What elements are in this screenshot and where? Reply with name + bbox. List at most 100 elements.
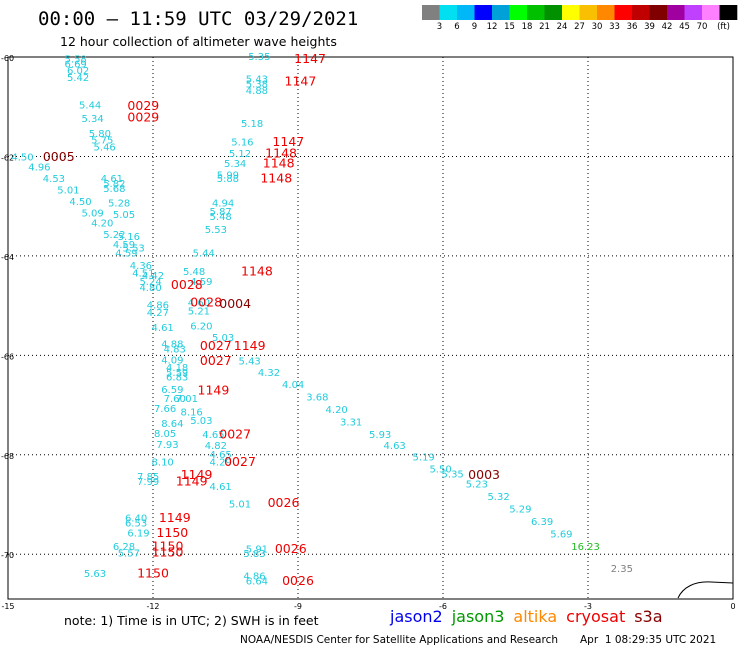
pass-time-label: 0028: [171, 277, 203, 292]
swh-label: 5.48: [210, 212, 232, 223]
pass-time-label: 0028: [190, 295, 222, 310]
color-scale-bar: [422, 5, 738, 20]
swh-label: 5.21: [188, 307, 210, 318]
swh-label: 4.59: [190, 277, 212, 288]
swh-label: 4.65: [210, 450, 232, 461]
swh-label: 5.28: [108, 199, 130, 210]
swh-label: 5.23: [466, 480, 488, 491]
swh-label: 5.01: [57, 185, 79, 196]
pass-time-label: 0027: [200, 353, 232, 368]
pass-time-label: 0027: [200, 338, 232, 353]
swh-label: 4.59: [115, 248, 137, 259]
swh-label: 5.16: [118, 232, 140, 243]
swh-label: 5.29: [509, 504, 531, 515]
swh-label: 5.35: [248, 52, 270, 63]
satellite-legend: jason2 jason3 altika cryosat s3a: [390, 607, 672, 626]
swh-label: 6.83: [166, 373, 188, 384]
swh-label: 5.63: [84, 569, 106, 580]
swh-label: 5.01: [229, 500, 251, 511]
satellite-legend-item: jason2: [390, 607, 443, 626]
lon-tick-label: -6: [439, 602, 447, 610]
swh-label: 4.94: [212, 199, 234, 210]
color-scale-swatch: [667, 5, 685, 20]
swh-label: 8.64: [161, 419, 183, 430]
swh-label: 5.12: [229, 149, 251, 160]
swh-label: 5.88: [217, 174, 239, 185]
swh-label: 5.58: [65, 54, 87, 65]
color-scale-swatch: [702, 5, 720, 20]
pass-time-label: 1148: [241, 263, 273, 278]
lat-tick-label: -68: [1, 452, 14, 461]
map-title: 00:00 – 11:59 UTC 03/29/2021: [38, 8, 359, 30]
swh-label: 7.99: [137, 477, 159, 488]
swh-label: 5.57: [118, 548, 140, 559]
swh-label: 4.36: [130, 261, 152, 272]
satellite-legend-item: cryosat: [566, 607, 626, 626]
color-scale-swatch: [614, 5, 633, 20]
swh-label: 4.50: [11, 152, 33, 163]
pass-time-label: 1148: [263, 155, 295, 170]
lon-tick-label: -3: [584, 602, 592, 610]
swh-label: 7.93: [156, 440, 178, 451]
swh-label: 5.34: [81, 114, 103, 125]
pass-time-label: 0029: [127, 98, 159, 113]
color-scale-swatch: [579, 5, 598, 20]
swh-label: 5.53: [123, 243, 145, 254]
swh-label: 5.59: [166, 368, 188, 379]
swh-label: 4.20: [91, 219, 113, 230]
pass-time-label: 1150: [152, 538, 184, 553]
color-scale-label: 6: [454, 22, 460, 32]
swh-label: 5.24: [139, 277, 161, 288]
swh-label: 16.23: [571, 542, 600, 553]
swh-label: 5.87: [210, 207, 232, 218]
pass-time-label: 0005: [43, 149, 75, 164]
swh-label: 5.19: [413, 452, 435, 463]
pass-time-label: 0027: [224, 454, 256, 469]
swh-label: 4.32: [258, 368, 280, 379]
lon-tick-label: -9: [294, 602, 302, 610]
swh-label: 4.82: [205, 441, 227, 452]
swh-label: 5.34: [224, 159, 246, 170]
color-scale-label: 24: [556, 22, 568, 32]
units-note: note: 1) Time is in UTC; 2) SWH is in fe…: [64, 613, 319, 628]
swh-label: 5.09: [81, 209, 103, 220]
swh-label: 5.50: [429, 465, 451, 476]
swh-label: 6.40: [125, 513, 147, 524]
swh-label: 7.66: [154, 404, 176, 415]
swh-label: 6.39: [531, 517, 553, 528]
pass-time-label: 1149: [234, 338, 266, 353]
swh-label: 4.83: [164, 344, 186, 355]
color-scale-swatch: [457, 5, 475, 20]
satellite-legend-item: altika: [513, 607, 558, 626]
swh-label: 5.46: [94, 142, 116, 153]
swh-label: 3.68: [306, 393, 328, 404]
credit-line: NOAA/NESDIS Center for Satellite Applica…: [240, 634, 558, 646]
color-scale-swatch: [544, 5, 563, 20]
pass-time-label: 1149: [181, 467, 213, 482]
map-subtitle: 12 hour collection of altimeter wave hei…: [60, 34, 337, 49]
swh-label: 4.63: [384, 441, 406, 452]
swh-label: 4.61: [101, 174, 123, 185]
swh-label: 5.99: [217, 170, 239, 181]
pass-time-label: 1147: [285, 73, 317, 88]
swh-label: 6.19: [127, 528, 149, 539]
swh-label: 7.60: [164, 394, 186, 405]
swh-label: 5.80: [89, 129, 111, 140]
swh-label: 5.44: [79, 101, 101, 112]
swh-label: 5.83: [243, 549, 265, 560]
swh-label: 8.10: [152, 457, 174, 468]
pass-time-label: 0027: [219, 426, 251, 441]
swh-label: 6.53: [125, 518, 147, 529]
color-scale-labels: 3 6 9 12 15 18 21 24 27 30 33 36 39 42 45 70 (ft): [422, 22, 738, 34]
pass-time-label: 1149: [198, 383, 230, 398]
color-scale-swatch: [597, 5, 615, 20]
pass-time-label: 1149: [176, 474, 208, 489]
swh-label: 4.86: [147, 301, 169, 312]
lat-tick-label: -60: [1, 54, 14, 63]
color-scale-swatch: [684, 5, 703, 20]
swh-label: 8.05: [154, 429, 176, 440]
lat-tick-label: -66: [1, 352, 14, 361]
swh-label: 4.86: [243, 572, 265, 583]
pass-time-label: 1150: [156, 525, 188, 540]
coastline: [677, 581, 734, 599]
